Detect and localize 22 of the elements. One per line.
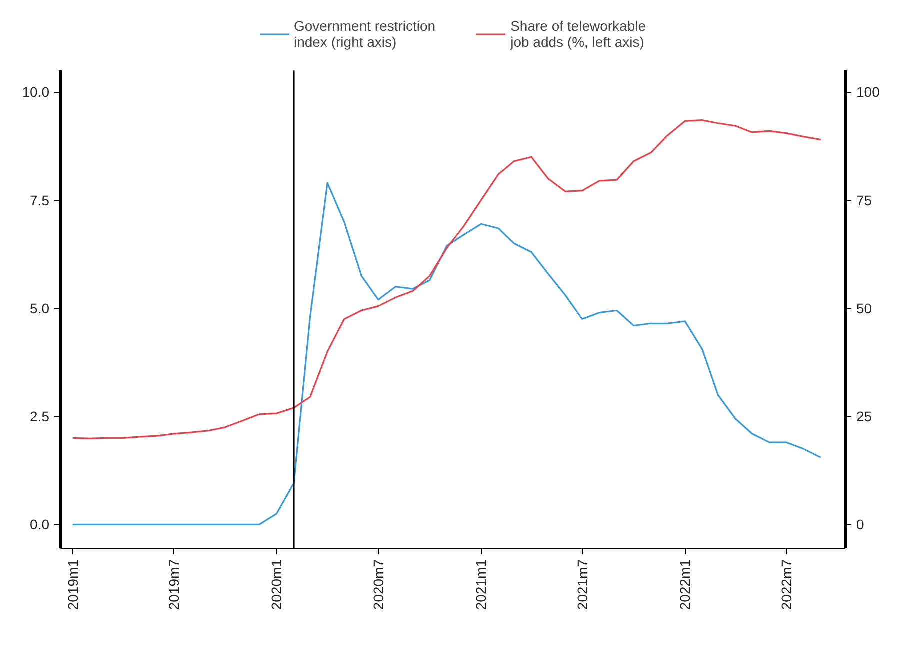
x-tick-label: 2022m7 bbox=[778, 559, 794, 610]
legend-label: Government restriction index (right axis) bbox=[294, 18, 436, 50]
y-tick-label: 2.5 bbox=[30, 408, 50, 425]
y-tick-label: 7.5 bbox=[30, 192, 50, 208]
x-tick-label: 2020m7 bbox=[370, 559, 386, 610]
y-tick-label: 5.0 bbox=[30, 300, 50, 316]
x-tick-label: 2019m1 bbox=[64, 559, 81, 610]
y-tick-label: 0.0 bbox=[30, 516, 50, 533]
y-tick-label: 10.0 bbox=[22, 84, 50, 100]
x-tick-label: 2020m1 bbox=[268, 559, 285, 610]
line-series bbox=[72, 182, 822, 526]
y2-tick-label: 25 bbox=[856, 408, 872, 425]
y2-tick-label: 50 bbox=[856, 300, 872, 316]
y2-tick-label: 0 bbox=[856, 516, 864, 533]
line-series bbox=[72, 120, 822, 440]
x-tick-label: 2022m1 bbox=[677, 559, 694, 610]
y2-tick-label: 75 bbox=[856, 192, 872, 208]
x-tick-label: 2019m7 bbox=[166, 559, 182, 610]
legend-label: Share of teleworkable job adds (%, left axis) bbox=[510, 18, 646, 50]
x-tick-label: 2021m1 bbox=[473, 559, 490, 610]
y2-tick-label: 100 bbox=[856, 84, 880, 100]
x-tick-label: 2021m7 bbox=[574, 559, 590, 610]
